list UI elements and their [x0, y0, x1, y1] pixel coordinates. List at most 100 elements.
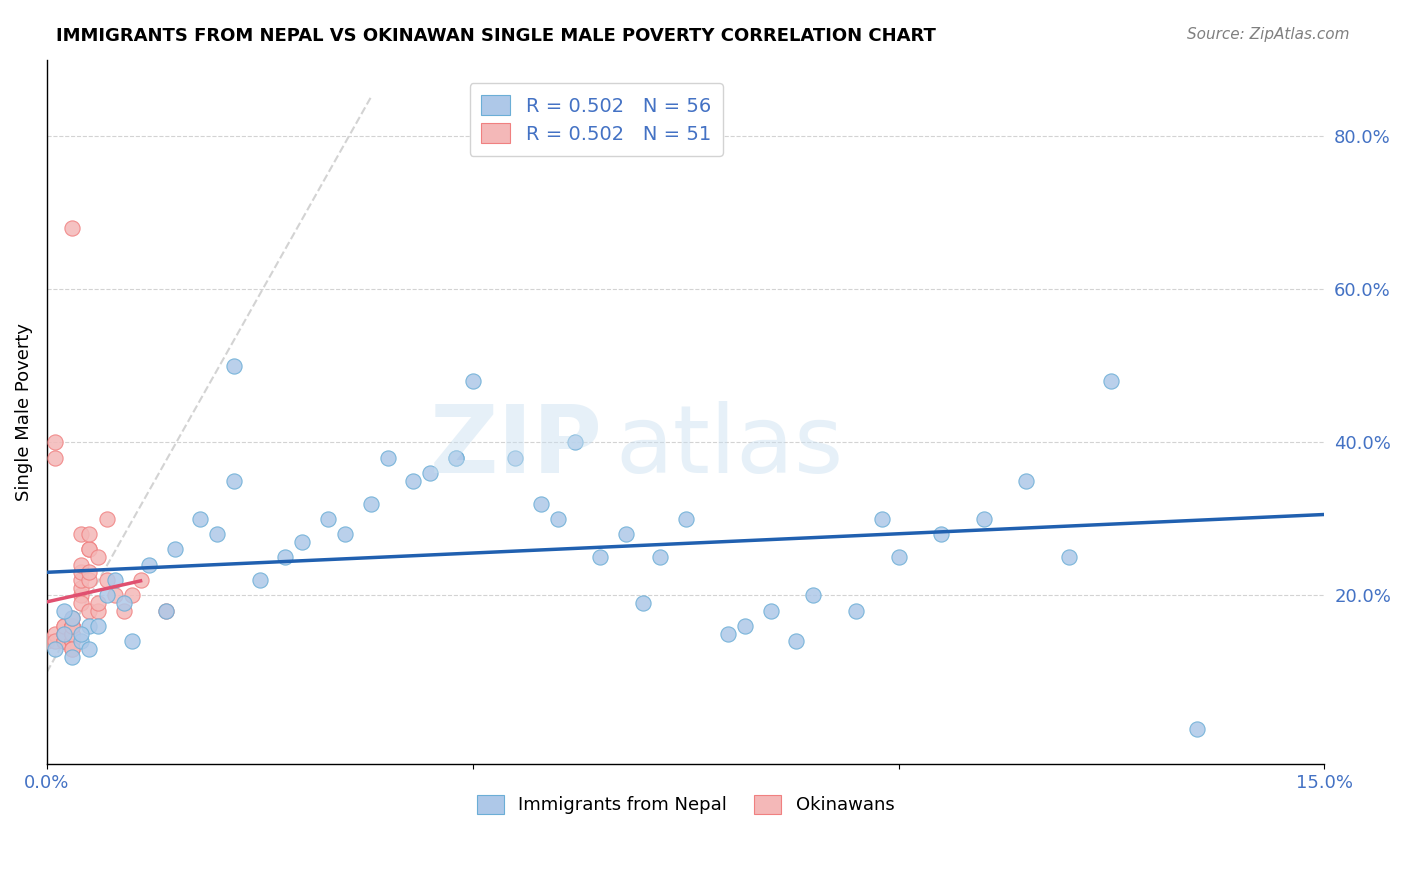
Point [648, 550, 671, 565]
Point [973, 512, 995, 526]
Point [205, 527, 228, 541]
Point [87, 604, 110, 618]
Point [870, 512, 893, 526]
Point [249, 573, 271, 587]
Point [224, 474, 246, 488]
Point [44, 634, 66, 648]
Point [62, 634, 84, 648]
Point [62, 634, 84, 648]
Point [461, 374, 484, 388]
Point [62, 649, 84, 664]
Point [104, 573, 127, 587]
Point [70, 596, 93, 610]
Point [377, 450, 399, 465]
Point [1185, 723, 1208, 737]
Point [62, 626, 84, 640]
Point [79, 604, 101, 618]
Point [155, 604, 177, 618]
Point [675, 512, 697, 526]
Point [44, 450, 66, 465]
Point [333, 527, 356, 541]
Point [547, 512, 569, 526]
Point [52, 604, 75, 618]
Point [564, 435, 586, 450]
Point [121, 589, 143, 603]
Point [87, 550, 110, 565]
Point [188, 512, 211, 526]
Point [62, 619, 84, 633]
Legend: Immigrants from Nepal, Okinawans: Immigrants from Nepal, Okinawans [465, 784, 905, 825]
Point [52, 626, 75, 640]
Point [62, 619, 84, 633]
Point [505, 450, 527, 465]
Point [887, 550, 910, 565]
Point [734, 619, 756, 633]
Point [62, 611, 84, 625]
Point [70, 589, 93, 603]
Text: atlas: atlas [616, 401, 844, 493]
Point [1057, 550, 1080, 565]
Point [70, 573, 93, 587]
Point [70, 558, 93, 572]
Point [52, 619, 75, 633]
Point [62, 634, 84, 648]
Point [717, 626, 740, 640]
Point [402, 474, 425, 488]
Point [52, 634, 75, 648]
Point [62, 221, 84, 235]
Point [96, 589, 118, 603]
Point [62, 619, 84, 633]
Point [70, 626, 93, 640]
Point [589, 550, 612, 565]
Point [35, 634, 58, 648]
Point [79, 619, 101, 633]
Point [444, 450, 467, 465]
Point [44, 435, 66, 450]
Point [112, 596, 135, 610]
Point [129, 573, 152, 587]
Point [62, 611, 84, 625]
Point [70, 581, 93, 595]
Point [87, 619, 110, 633]
Point [44, 626, 66, 640]
Point [70, 634, 93, 648]
Point [70, 527, 93, 541]
Point [62, 619, 84, 633]
Point [291, 534, 314, 549]
Point [759, 604, 782, 618]
Text: Source: ZipAtlas.com: Source: ZipAtlas.com [1187, 27, 1350, 42]
Point [52, 634, 75, 648]
Point [316, 512, 339, 526]
Point [163, 542, 186, 557]
Point [79, 542, 101, 557]
Point [104, 589, 127, 603]
Point [79, 527, 101, 541]
Point [79, 573, 101, 587]
Point [803, 589, 825, 603]
Point [360, 497, 382, 511]
Point [530, 497, 553, 511]
Point [138, 558, 160, 572]
Point [121, 634, 143, 648]
Point [96, 573, 118, 587]
Point [79, 642, 101, 657]
Point [62, 634, 84, 648]
Point [785, 634, 807, 648]
Point [1101, 374, 1123, 388]
Text: IMMIGRANTS FROM NEPAL VS OKINAWAN SINGLE MALE POVERTY CORRELATION CHART: IMMIGRANTS FROM NEPAL VS OKINAWAN SINGLE… [56, 27, 936, 45]
Point [62, 642, 84, 657]
Point [52, 634, 75, 648]
Point [52, 626, 75, 640]
Point [52, 626, 75, 640]
Point [79, 566, 101, 580]
Point [112, 604, 135, 618]
Point [444, 450, 467, 465]
Point [79, 542, 101, 557]
Point [155, 604, 177, 618]
Point [62, 626, 84, 640]
Y-axis label: Single Male Poverty: Single Male Poverty [15, 323, 32, 500]
Point [614, 527, 637, 541]
Point [419, 466, 441, 480]
Point [87, 596, 110, 610]
Point [845, 604, 868, 618]
